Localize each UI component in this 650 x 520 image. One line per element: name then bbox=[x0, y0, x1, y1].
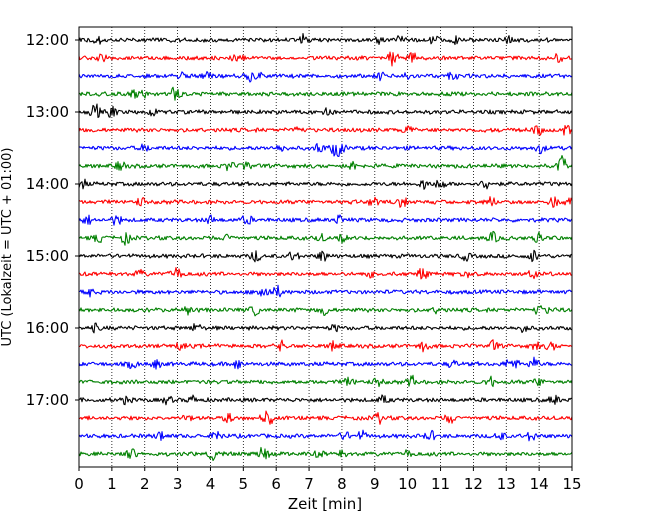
seismogram-trace bbox=[78, 446, 573, 462]
seismogram-trace bbox=[78, 410, 573, 425]
seismogram-trace bbox=[78, 305, 573, 317]
y-tick-label: 13:00 bbox=[26, 103, 69, 121]
grid-lines bbox=[111, 27, 540, 467]
seismogram-trace bbox=[78, 230, 573, 246]
y-tick-label: 15:00 bbox=[26, 247, 69, 265]
seismogram-trace bbox=[78, 394, 573, 406]
x-tick-label: 13 bbox=[497, 475, 516, 493]
x-tick-label: 10 bbox=[398, 475, 417, 493]
seismogram-trace bbox=[78, 143, 573, 158]
x-tick-label: 14 bbox=[530, 475, 549, 493]
seismogram-trace bbox=[78, 154, 573, 172]
seismogram-trace bbox=[78, 103, 573, 118]
x-tick-label: 6 bbox=[271, 475, 281, 493]
trace-group bbox=[78, 32, 573, 462]
x-tick-label: 7 bbox=[304, 475, 314, 493]
x-tick-label: 12 bbox=[464, 475, 483, 493]
x-axis: 0 1 2 3 4 5 6 7 8 9 10 11 12 13 14 15 bbox=[74, 467, 582, 493]
x-tick-label: 5 bbox=[239, 475, 249, 493]
seismogram-trace bbox=[78, 339, 573, 353]
seismogram-trace bbox=[78, 178, 573, 190]
y-tick-label: 12:00 bbox=[26, 31, 69, 49]
x-tick-label: 0 bbox=[74, 475, 84, 493]
y-axis-label: UTC (Lokalzeit = UTC + 01:00) bbox=[0, 148, 15, 347]
x-tick-label: 3 bbox=[173, 475, 183, 493]
seismogram-trace bbox=[78, 196, 573, 208]
x-tick-label: 2 bbox=[140, 475, 150, 493]
x-axis-label: Zeit [min] bbox=[288, 495, 362, 513]
x-tick-label: 15 bbox=[562, 475, 581, 493]
seismogram-trace bbox=[78, 214, 573, 226]
seismogram-trace bbox=[78, 267, 573, 280]
x-tick-label: 1 bbox=[107, 475, 117, 493]
seismogram-trace bbox=[78, 322, 573, 334]
x-tick-label: 9 bbox=[370, 475, 380, 493]
y-tick-label: 14:00 bbox=[26, 175, 69, 193]
x-tick-label: 8 bbox=[337, 475, 347, 493]
y-tick-label: 16:00 bbox=[26, 319, 69, 337]
seismogram-trace bbox=[78, 284, 573, 298]
seismogram-trace bbox=[78, 356, 573, 370]
seismogram-trace bbox=[78, 32, 573, 46]
x-tick-label: 11 bbox=[431, 475, 450, 493]
x-tick-label: 4 bbox=[206, 475, 216, 493]
seismogram-trace bbox=[78, 51, 573, 67]
plot-frame bbox=[78, 26, 573, 468]
seismogram-trace bbox=[78, 71, 573, 83]
seismogram-trace bbox=[78, 429, 573, 442]
seismogram-trace bbox=[78, 249, 573, 263]
y-tick-label: 17:00 bbox=[26, 391, 69, 409]
seismogram-trace bbox=[78, 124, 573, 136]
seismogram-trace bbox=[78, 86, 573, 101]
seismogram-trace bbox=[78, 374, 573, 388]
y-axis: 12:00 13:00 14:00 15:00 16:00 17:00 bbox=[26, 31, 79, 409]
